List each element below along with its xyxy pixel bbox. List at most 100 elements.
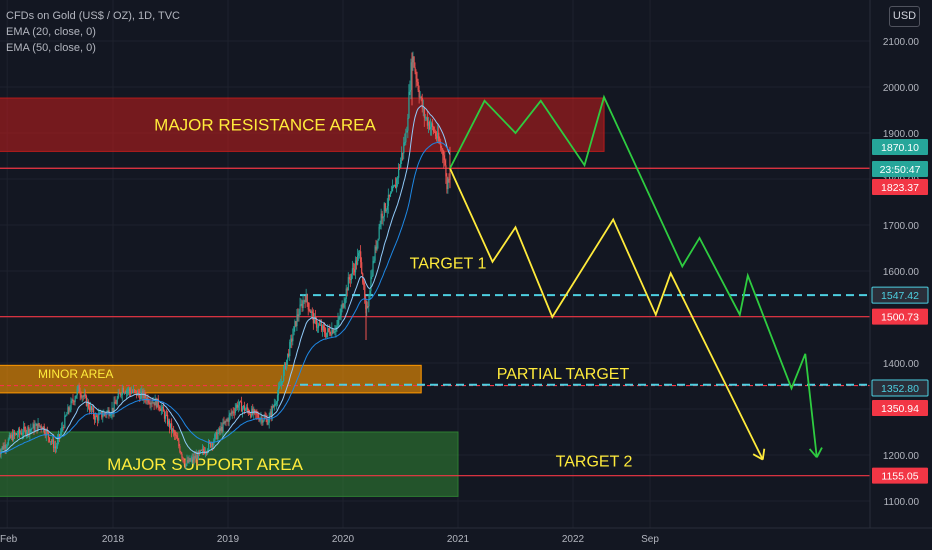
candle-body [98, 414, 100, 421]
candle-body [225, 420, 227, 422]
candle-body [300, 303, 302, 305]
candle-body [367, 306, 369, 307]
candle-body [362, 273, 364, 283]
candle-body [425, 117, 428, 119]
candle-body [396, 178, 398, 189]
time-axis: Feb 2018 2019 2020 2021 2022 Sep [0, 527, 932, 550]
candle-body [136, 390, 138, 396]
y-tick-label: 1200.00 [883, 451, 920, 462]
candle-body [226, 419, 228, 421]
candle-body [237, 405, 240, 408]
x-tick-label: 2018 [102, 534, 125, 545]
candle-body [427, 122, 430, 126]
zones: MAJOR RESISTANCE AREA MINOR AREA MAJOR SUP… [0, 97, 605, 497]
candle-body [53, 446, 56, 449]
candle-body [33, 424, 35, 431]
candle-body [158, 406, 160, 409]
candle-body [410, 62, 412, 90]
candle-body [44, 432, 46, 436]
candle-body [224, 420, 226, 424]
candle-body [112, 407, 114, 413]
candle-body [360, 251, 362, 263]
green-projection-arrowhead [808, 448, 818, 458]
candle-body [378, 226, 380, 239]
candle-body [387, 194, 390, 206]
candle-body [18, 429, 20, 435]
ema50-line [0, 141, 451, 454]
price-label-4: 1500.73 [881, 312, 919, 324]
candle-body [233, 412, 235, 414]
candle-body [412, 56, 414, 63]
candle-body [195, 455, 197, 459]
candle-body [369, 290, 371, 300]
candle-body [69, 409, 71, 411]
candle-body [284, 363, 286, 370]
ema20-label[interactable]: EMA (20, close, 0) [6, 26, 96, 38]
candle-body [391, 186, 394, 192]
candle-body [329, 330, 331, 335]
candle-body [444, 160, 446, 166]
symbol-title[interactable]: CFDs on Gold (US$ / OZ), 1D, TVC [6, 10, 181, 22]
candle-body [351, 268, 354, 275]
candle-body [173, 429, 175, 432]
candle-body [231, 411, 233, 414]
candle-body [189, 458, 191, 462]
candle-body [213, 440, 215, 446]
candle-body [79, 392, 81, 395]
candle-body [100, 411, 102, 413]
candle-body [440, 143, 442, 149]
candle-body [352, 268, 355, 270]
candle-body [35, 423, 37, 426]
candle-body [94, 415, 96, 420]
candle-body [324, 328, 326, 334]
candle-body [154, 398, 156, 406]
candle-body [345, 288, 347, 299]
candle-body [330, 334, 332, 336]
candle-body [124, 392, 127, 394]
price-label-3: 1547.42 [881, 290, 919, 302]
candle-body [228, 414, 230, 422]
candle-body [437, 132, 439, 139]
candle-body [395, 185, 397, 189]
candle-body [152, 402, 154, 404]
zone-label-1: MINOR AREA [38, 367, 113, 381]
candle-body [294, 321, 296, 327]
candle-body [288, 353, 290, 357]
candle-body [272, 406, 274, 408]
candle-body [422, 108, 424, 110]
x-tick-label: 2019 [217, 534, 240, 545]
currency-button[interactable]: USD [889, 6, 920, 27]
candle-body [163, 411, 166, 419]
yellow-projection-arrowhead [761, 448, 766, 460]
candle-body [374, 246, 376, 261]
candle-body [355, 260, 358, 265]
candle-body [219, 428, 221, 431]
candle-body [187, 460, 189, 463]
candle-body [38, 423, 40, 426]
candle-body [20, 432, 22, 434]
ema50-label[interactable]: EMA (50, close, 0) [6, 42, 96, 54]
candle-body [115, 403, 117, 405]
candle-body [120, 394, 122, 396]
candle-body [190, 459, 192, 462]
candle-body [265, 417, 267, 419]
candle-body [15, 433, 18, 435]
candle-body [448, 178, 450, 180]
candle-body [201, 448, 204, 451]
candle-body [127, 388, 130, 391]
candle-body [343, 303, 345, 308]
candle-body [29, 429, 31, 434]
candle-body [63, 426, 65, 428]
candle-body [218, 428, 220, 433]
candle-body [377, 238, 379, 241]
candle-body [274, 404, 277, 405]
candle-body [19, 429, 21, 434]
candle-body [390, 191, 393, 193]
candle-body [56, 445, 58, 449]
candle-body [119, 393, 121, 396]
candle-body [254, 409, 256, 411]
candle-body [438, 132, 440, 141]
candle-body [149, 403, 151, 405]
candle-body [104, 412, 106, 414]
